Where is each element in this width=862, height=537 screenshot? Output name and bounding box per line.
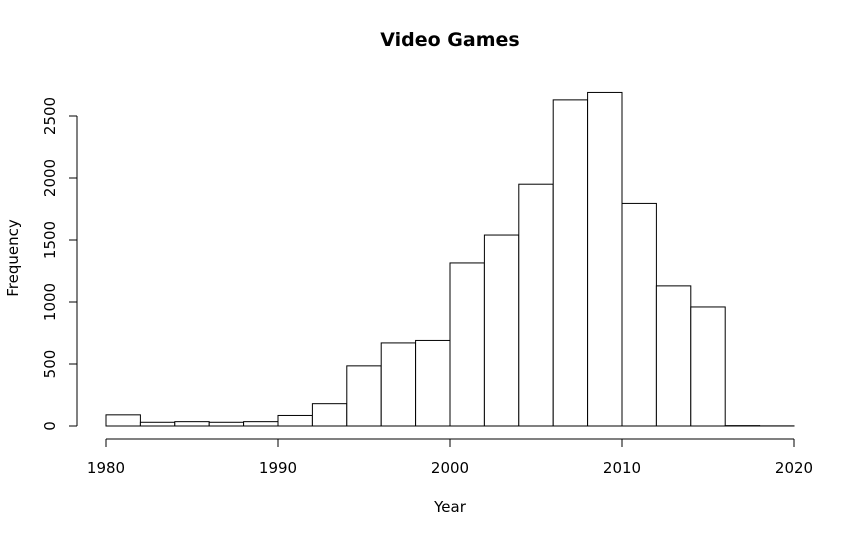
y-tick-label: 1000	[41, 283, 59, 321]
histogram-bar	[587, 91, 623, 427]
histogram-bar	[174, 421, 210, 427]
histogram-bar	[105, 414, 141, 427]
x-tick-label: 1990	[259, 459, 297, 477]
histogram-bar	[139, 421, 176, 427]
x-axis-label: Year	[433, 498, 467, 516]
histogram-bar	[311, 403, 348, 427]
chart-title: Video Games	[380, 29, 519, 51]
histogram-bar	[277, 414, 313, 427]
x-tick-label: 1980	[87, 459, 125, 477]
y-tick-label: 1500	[41, 221, 59, 259]
histogram-bar	[690, 306, 726, 427]
histogram-bar	[346, 365, 382, 427]
histogram-bar	[415, 339, 451, 427]
x-tick-label: 2010	[603, 459, 641, 477]
histogram-bar	[621, 202, 657, 427]
y-tick-label: 2000	[41, 159, 59, 197]
bars-group	[105, 91, 795, 427]
histogram-bar	[449, 262, 485, 427]
histogram-bar	[655, 285, 692, 427]
x-tick-label: 2000	[431, 459, 469, 477]
histogram-bar	[518, 183, 554, 427]
x-axis: 1980 1990 2000 2010 2020	[87, 438, 813, 477]
y-tick-label: 2500	[41, 97, 59, 135]
y-tick-label: 0	[41, 421, 59, 431]
histogram-bar	[243, 421, 279, 427]
y-tick-label: 500	[41, 350, 59, 379]
histogram-bar	[208, 421, 245, 427]
y-axis-label: Frequency	[4, 219, 22, 297]
histogram-bar	[483, 234, 520, 427]
histogram-bar	[552, 99, 589, 427]
y-axis: 0 500 1000 1500 2000 2500	[41, 97, 78, 431]
histogram-bar	[380, 342, 417, 427]
x-tick-label: 2020	[775, 459, 813, 477]
